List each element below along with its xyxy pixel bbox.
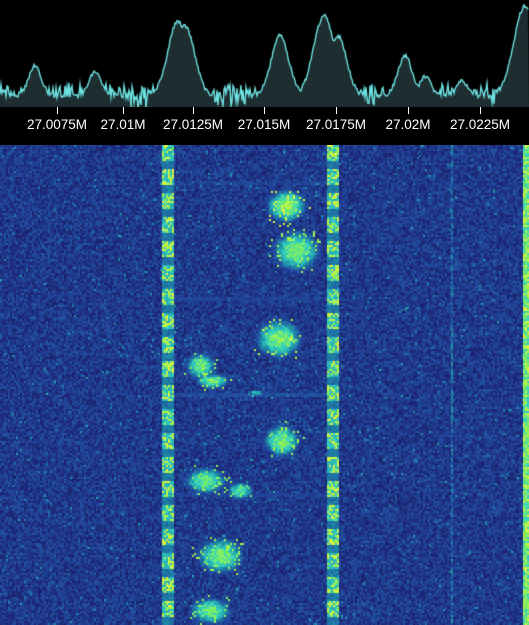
tick-label: 27.0125M: [158, 117, 228, 132]
spectrum-canvas: [0, 0, 529, 107]
waterfall-plot[interactable]: [0, 145, 529, 625]
tick-label: 27.0175M: [301, 117, 371, 132]
tick-label: 27.02M: [373, 117, 443, 132]
tick-line: [193, 107, 194, 114]
sdr-display-root: 27.0075M27.01M27.0125M27.015M27.0175M27.…: [0, 0, 529, 625]
tick-line: [336, 107, 337, 114]
tick-label: 27.0225M: [445, 117, 515, 132]
tick-label: 27.01M: [88, 117, 158, 132]
tick-line: [57, 107, 58, 114]
tick-line: [408, 107, 409, 114]
frequency-axis: 27.0075M27.01M27.0125M27.015M27.0175M27.…: [0, 107, 529, 145]
tick-label: 27.015M: [229, 117, 299, 132]
tick-line: [123, 107, 124, 114]
spectrum-plot[interactable]: [0, 0, 529, 107]
waterfall-canvas: [0, 145, 529, 625]
tick-label: 27.0075M: [22, 117, 92, 132]
tick-line: [264, 107, 265, 114]
tick-line: [480, 107, 481, 114]
